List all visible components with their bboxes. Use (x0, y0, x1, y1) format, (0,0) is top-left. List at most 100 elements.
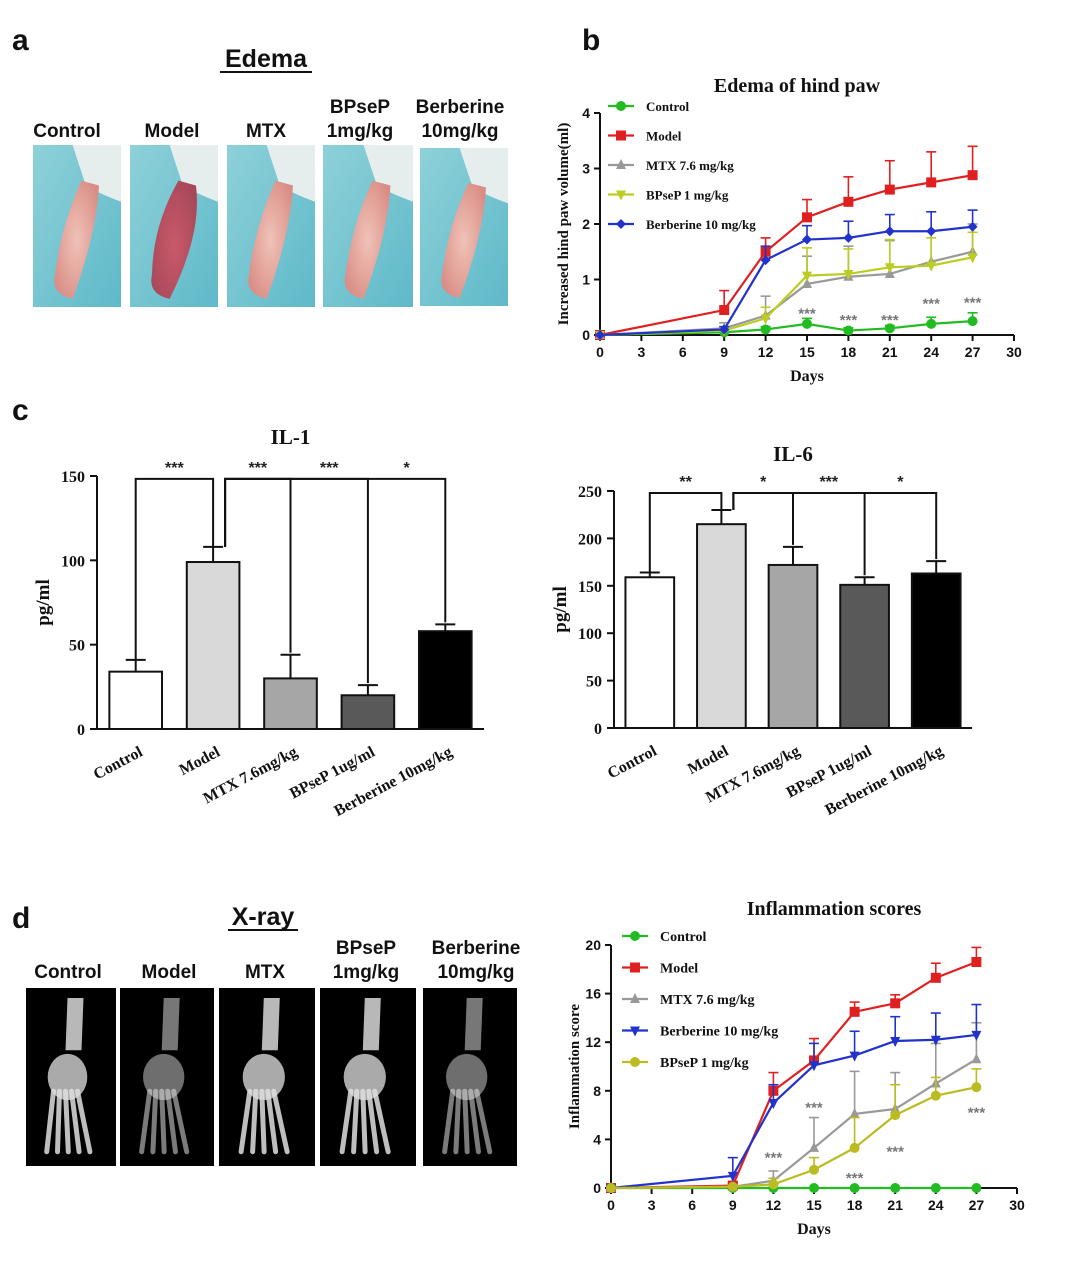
significance-label: ** (679, 474, 692, 491)
y-tick-label: 1 (582, 272, 590, 288)
y-axis-label: pg/ml (550, 586, 571, 632)
bar-0 (624, 576, 676, 729)
xray-photo-digit (265, 1088, 279, 1155)
x-tick-label: 3 (648, 1197, 656, 1213)
data-point (890, 1036, 901, 1047)
xray-photo-leg-bone (464, 998, 483, 1051)
xray-photo-digit (139, 1088, 153, 1155)
chart-title: Edema of hind paw (714, 75, 881, 97)
x-tick-label: 24 (923, 344, 939, 360)
significance-label: * (897, 474, 904, 491)
data-point (884, 226, 895, 237)
y-tick-label: 16 (585, 986, 601, 1002)
legend-marker (630, 931, 640, 941)
data-point (849, 1107, 860, 1118)
edema-photo-paw (248, 180, 293, 299)
xray-photo-digit (339, 1088, 354, 1155)
inflammation-line-chart: 0 3 6 9 12 15 18 21 24 27 30 0 4 8 12 16 20 Inflammation … (567, 898, 1025, 1238)
legend-marker (630, 962, 640, 973)
edema-column-label-1-0: Model (145, 121, 200, 142)
series-1 (595, 145, 978, 340)
data-point (849, 1142, 860, 1153)
comparison-bracket (732, 491, 866, 576)
category-label: Control (605, 742, 660, 782)
significance-label: *** (819, 474, 838, 491)
y-tick-label: 0 (77, 722, 85, 739)
x-tick-label: 6 (688, 1197, 696, 1213)
series-2 (606, 1021, 982, 1192)
data-point (967, 170, 978, 181)
xray-photo-digit (250, 1088, 259, 1155)
xray-photo-digit (271, 1088, 290, 1155)
data-point (930, 1035, 941, 1046)
edema-column-label-4-0: Berberine (416, 97, 505, 118)
series-line (599, 225, 973, 337)
legend-marker (630, 1026, 640, 1037)
xray-photo-leg-bone (261, 998, 280, 1051)
comparison-bracket (134, 477, 215, 660)
panel-label-c: c (12, 394, 29, 427)
data-point (971, 1053, 982, 1064)
edema-photo-fur (459, 148, 508, 204)
edema-photo-1 (130, 145, 218, 307)
xray-photo-digit (372, 1088, 391, 1155)
data-point (768, 1179, 779, 1190)
xray-photo-digit (453, 1088, 462, 1155)
legend-label: Model (646, 129, 682, 144)
xray-photo-digit (366, 1088, 380, 1155)
xray-photo-tarsus (47, 1053, 88, 1101)
legend-label: BPseP 1 mg/kg (646, 188, 729, 203)
y-tick-label: 250 (578, 484, 602, 501)
x-axis-label: Days (790, 368, 824, 385)
x-tick-label: 9 (729, 1197, 737, 1213)
y-axis-label: Increased hind paw volume(ml) (556, 123, 572, 326)
y-tick-label: 4 (582, 105, 590, 121)
xray-photo-digit (150, 1088, 159, 1155)
y-tick-label: 50 (586, 674, 602, 691)
xray-photo-leg-bone (65, 998, 84, 1051)
legend-marker (616, 219, 626, 229)
data-point (971, 1082, 982, 1093)
legend-label: Control (646, 99, 689, 114)
data-point (926, 226, 937, 237)
data-point (809, 1061, 819, 1072)
xray-photo-leg-bone (362, 998, 381, 1051)
y-tick-label: 150 (61, 469, 85, 486)
xray-photo-0 (26, 988, 116, 1166)
y-axis-label: Inflammation score (567, 1004, 583, 1129)
xray-column-label-1-0: Model (142, 962, 197, 983)
edema-column-label-0-0: Control (33, 121, 101, 142)
legend-label: Berberine 10 mg/kg (646, 217, 756, 232)
x-tick-label: 24 (928, 1197, 944, 1213)
xray-photo-digit (238, 1088, 253, 1155)
x-tick-label: 12 (758, 344, 774, 360)
x-tick-label: 18 (841, 344, 857, 360)
category-label: Model (685, 742, 732, 778)
significance-annotation: *** (798, 305, 816, 322)
data-point (595, 330, 605, 340)
bar-1 (696, 523, 747, 729)
xray-photo-digit (75, 1088, 93, 1155)
significance-label: * (403, 460, 410, 477)
y-tick-label: 2 (582, 216, 590, 232)
data-point (719, 305, 730, 316)
significance-annotation: *** (886, 1143, 904, 1160)
data-point (606, 1183, 616, 1193)
series-line (599, 250, 973, 337)
series-line (599, 174, 973, 337)
significance-annotation: *** (805, 1100, 823, 1117)
xray-photo-digit (69, 1088, 82, 1155)
bar-2 (767, 563, 819, 729)
edema-column-label-4-1: 10mg/kg (421, 121, 498, 142)
x-tick-label: 27 (965, 344, 981, 360)
data-point (971, 957, 982, 968)
xray-photo-1 (120, 988, 214, 1166)
y-axis-label: pg/ml (33, 579, 54, 625)
chart-title: Inflammation scores (747, 898, 922, 920)
category-label: Control (91, 743, 146, 783)
legend-label: Control (660, 930, 707, 945)
